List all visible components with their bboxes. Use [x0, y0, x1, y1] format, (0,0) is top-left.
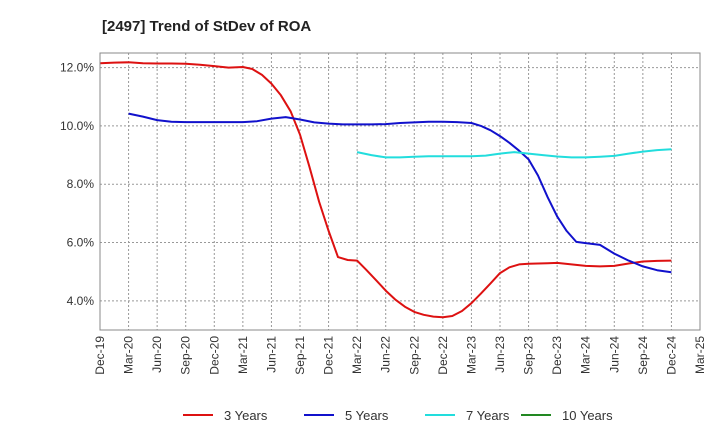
x-tick-label: Mar-24	[579, 336, 593, 374]
x-tick-label: Mar-25	[693, 336, 707, 374]
x-tick-label: Sep-24	[636, 336, 650, 375]
series-line-2	[128, 112, 672, 274]
legend-label: 10 Years	[562, 408, 613, 423]
legend-label: 5 Years	[345, 408, 389, 423]
grid	[100, 53, 700, 330]
series-line-3	[356, 148, 672, 159]
y-tick-label: 6.0%	[67, 236, 95, 250]
y-tick-label: 10.0%	[60, 119, 94, 133]
chart-title: [2497] Trend of StDev of ROA	[102, 18, 311, 35]
x-tick-label: Mar-23	[464, 336, 478, 374]
x-tick-label: Dec-21	[322, 336, 336, 375]
legend-label: 7 Years	[466, 408, 510, 423]
x-tick-label: Dec-22	[436, 336, 450, 375]
legend-label: 3 Years	[224, 408, 268, 423]
y-tick-label: 12.0%	[60, 61, 94, 75]
x-tick-label: Dec-19	[93, 336, 107, 375]
y-axis-ticks: 4.0% 6.0% 8.0% 10.0% 12.0%	[60, 61, 94, 308]
y-tick-label: 8.0%	[67, 177, 95, 191]
x-tick-label: Jun-20	[150, 336, 164, 373]
x-tick-label: Sep-22	[407, 336, 421, 375]
y-tick-label: 4.0%	[67, 294, 95, 308]
x-tick-label: Mar-22	[350, 336, 364, 374]
x-tick-label: Dec-23	[550, 336, 564, 375]
x-tick-label: Jun-22	[379, 336, 393, 373]
series-line-1	[99, 61, 672, 319]
x-tick-label: Mar-20	[122, 336, 136, 374]
x-tick-label: Dec-24	[664, 336, 678, 375]
x-tick-label: Jun-24	[607, 336, 621, 373]
x-tick-label: Jun-21	[264, 336, 278, 373]
legend: 3 Years 5 Years 7 Years 10 Years	[183, 408, 613, 423]
x-tick-label: Dec-20	[207, 336, 221, 375]
series-lines	[99, 61, 672, 319]
plot-area-frame	[99, 52, 701, 331]
x-tick-label: Sep-20	[179, 336, 193, 375]
x-tick-label: Sep-21	[293, 336, 307, 375]
x-axis-ticks: Dec-19 Mar-20 Jun-20 Sep-20 Dec-20 Mar-21 Jun-…	[93, 336, 707, 375]
x-tick-label: Mar-21	[236, 336, 250, 374]
x-tick-label: Jun-23	[493, 336, 507, 373]
x-tick-label: Sep-23	[522, 336, 536, 375]
